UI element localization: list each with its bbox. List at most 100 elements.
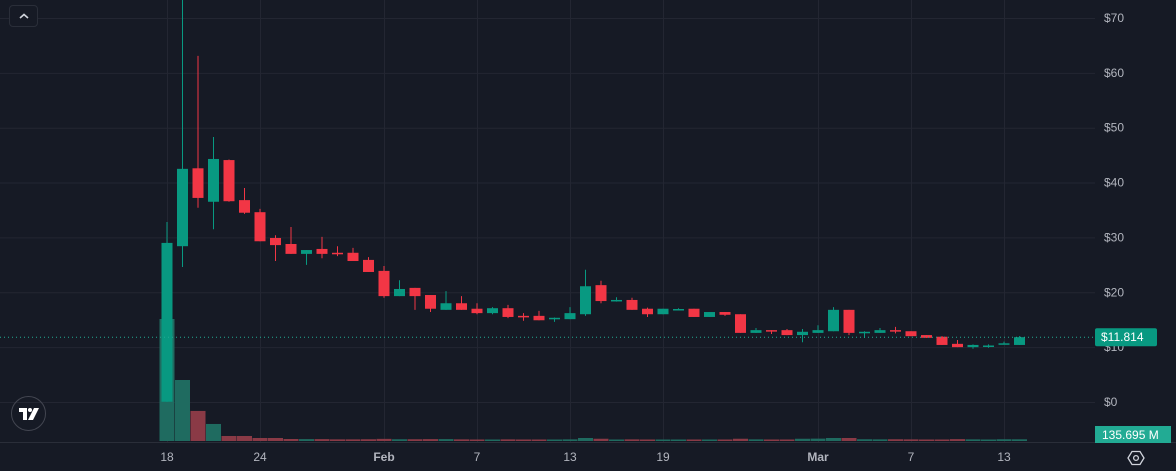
volume-bar — [981, 439, 996, 441]
candle-body[interactable] — [347, 252, 359, 262]
candle-body[interactable] — [1014, 337, 1025, 345]
candle-body[interactable] — [316, 248, 328, 254]
candle-body[interactable] — [611, 299, 622, 302]
candle-body[interactable] — [688, 308, 700, 317]
candle-body[interactable] — [874, 330, 886, 333]
tradingview-logo-icon — [18, 407, 39, 420]
volume-bar — [190, 410, 206, 441]
x-tick-label: 13 — [997, 450, 1011, 464]
candle-body[interactable] — [766, 330, 777, 332]
candle-body[interactable] — [239, 200, 250, 213]
volume-bar — [268, 437, 283, 441]
candle-body[interactable] — [704, 312, 715, 317]
volume-bar — [283, 438, 299, 441]
volume-bar — [206, 423, 221, 441]
candle-body[interactable] — [161, 242, 173, 402]
candle-body[interactable] — [456, 303, 467, 310]
candle-body[interactable] — [223, 160, 235, 202]
candle-body[interactable] — [967, 344, 979, 348]
x-tick-label: 24 — [253, 450, 267, 464]
candle-body[interactable] — [394, 288, 405, 297]
candle-body[interactable] — [518, 315, 529, 318]
candle-body[interactable] — [409, 287, 421, 297]
volume-bar — [500, 439, 516, 441]
candle-body[interactable] — [301, 250, 312, 254]
candle-body[interactable] — [998, 343, 1010, 345]
x-tick-label: 7 — [908, 450, 915, 464]
x-tick-label: Mar — [807, 450, 829, 464]
candle-body[interactable] — [440, 303, 452, 310]
candle-body[interactable] — [936, 336, 948, 345]
candle-body[interactable] — [208, 158, 219, 202]
candle-body[interactable] — [859, 331, 870, 334]
settings-icon[interactable] — [1127, 449, 1145, 467]
candle-body[interactable] — [487, 308, 498, 314]
volume-bar — [934, 439, 950, 441]
time-axis[interactable]: 18 24 Feb 7 13 19 Mar 7 13 — [160, 450, 1011, 464]
candles — [161, 0, 1025, 402]
last-volume-label: 135.695 M — [1095, 426, 1171, 443]
candle-body[interactable] — [890, 330, 901, 332]
y-tick-label: $20 — [1104, 285, 1124, 299]
candle-body[interactable] — [378, 270, 390, 297]
candle-body[interactable] — [363, 259, 374, 272]
volume-bar — [299, 439, 314, 441]
candle-body[interactable] — [812, 330, 824, 333]
candle-body[interactable] — [983, 345, 994, 347]
candle-body[interactable] — [425, 295, 436, 309]
candle-body[interactable] — [254, 212, 266, 242]
candle-body[interactable] — [921, 335, 932, 338]
y-tick-label: $0 — [1104, 395, 1118, 409]
candle-body[interactable] — [533, 315, 545, 321]
volume-bar — [655, 439, 671, 441]
candle-body[interactable] — [673, 309, 684, 311]
candle-body[interactable] — [502, 308, 514, 317]
candle-body[interactable] — [719, 312, 731, 315]
candle-body[interactable] — [285, 244, 297, 254]
volume-bar — [965, 439, 981, 441]
price-axis[interactable]: $70$60$50$40$30$20$10$0 — [1104, 11, 1124, 409]
volume-bar — [888, 439, 903, 441]
candle-body[interactable] — [781, 330, 793, 336]
candle-body[interactable] — [270, 237, 281, 246]
candle-body[interactable] — [595, 285, 607, 302]
chevron-up-icon — [18, 13, 29, 19]
x-tick-label: 13 — [563, 450, 577, 464]
y-tick-label: $30 — [1104, 230, 1124, 244]
candle-body[interactable] — [657, 308, 669, 315]
candle-body[interactable] — [905, 331, 917, 337]
y-tick-label: $70 — [1104, 11, 1124, 25]
candle-body[interactable] — [828, 309, 839, 332]
volume-bar — [872, 439, 888, 441]
candle-body[interactable] — [471, 308, 483, 314]
candle-body[interactable] — [797, 331, 808, 336]
volume-bar — [361, 439, 376, 441]
volume-bar — [609, 439, 624, 441]
volume-bar — [485, 439, 500, 441]
candle-body[interactable] — [843, 309, 855, 333]
volume-bar — [671, 439, 686, 441]
candle-body[interactable] — [642, 308, 653, 315]
volume-bar — [578, 437, 593, 441]
volume-bar — [516, 439, 531, 441]
candle-body[interactable] — [735, 314, 746, 333]
candle-body[interactable] — [332, 252, 343, 255]
candle-body[interactable] — [192, 168, 204, 198]
volume-bar — [841, 437, 857, 441]
collapse-button[interactable] — [9, 5, 38, 27]
volume-bar — [330, 439, 345, 441]
tradingview-logo[interactable] — [11, 396, 46, 431]
candle-body[interactable] — [626, 299, 638, 310]
volume-bar — [903, 439, 919, 441]
candle-body[interactable] — [750, 330, 762, 333]
candle-body[interactable] — [952, 343, 963, 348]
candle-body[interactable] — [549, 317, 560, 320]
volume-bar — [454, 439, 469, 441]
candle-body[interactable] — [177, 168, 188, 247]
volume-bar — [996, 439, 1012, 441]
candle-body[interactable] — [564, 313, 576, 320]
candle-body[interactable] — [580, 286, 591, 315]
volume-bar — [221, 435, 237, 441]
volume-bar — [950, 439, 965, 441]
